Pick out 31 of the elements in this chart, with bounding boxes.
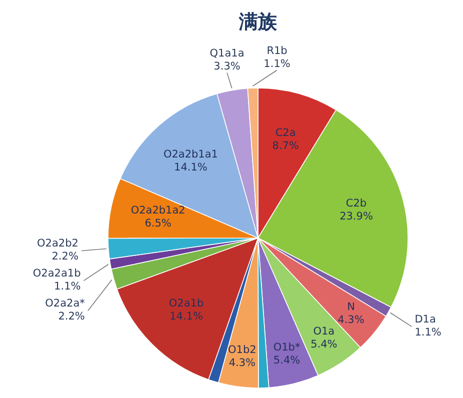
data-label: 2.2% xyxy=(58,310,85,323)
data-label: 1.1% xyxy=(54,280,81,293)
slice-label: N xyxy=(347,300,355,313)
slice-label: O2a2a1b xyxy=(32,268,82,280)
slice-label: O1b* xyxy=(273,342,300,354)
data-label: 23.9% xyxy=(340,210,373,223)
slice-label: O2a1b xyxy=(168,298,204,310)
data-label: 5.4% xyxy=(310,338,338,350)
chart-title: 满族 xyxy=(238,11,278,33)
slice-label: O1b2 xyxy=(228,344,256,356)
slice-label: O2a2b1a1 xyxy=(163,148,218,160)
data-label: 14.1% xyxy=(170,310,203,323)
data-label: 1.1% xyxy=(414,326,442,339)
slice-label: O2a2a* xyxy=(45,298,85,310)
data-label: 14.1% xyxy=(174,161,208,174)
slice-label: O2a2b2 xyxy=(37,238,78,250)
slice-label: D1a xyxy=(414,314,436,326)
slice-label: O2a2b1a2 xyxy=(130,204,186,216)
data-label: 4.3% xyxy=(228,356,256,369)
slice-label: O1a xyxy=(313,325,335,338)
data-label: 6.5% xyxy=(144,217,172,230)
slice-label: R1b xyxy=(266,45,288,58)
data-label: 8.7% xyxy=(272,140,299,152)
data-label: 4.3% xyxy=(338,314,364,326)
data-label: 5.4% xyxy=(273,354,300,366)
data-label: 3.3% xyxy=(214,60,240,73)
data-label: 1.1% xyxy=(264,58,290,70)
slice-label: C2a xyxy=(275,126,296,139)
data-label: 2.2% xyxy=(52,250,78,263)
slice-label: Q1a1a xyxy=(210,48,244,60)
slice-label: C2b xyxy=(346,198,367,210)
